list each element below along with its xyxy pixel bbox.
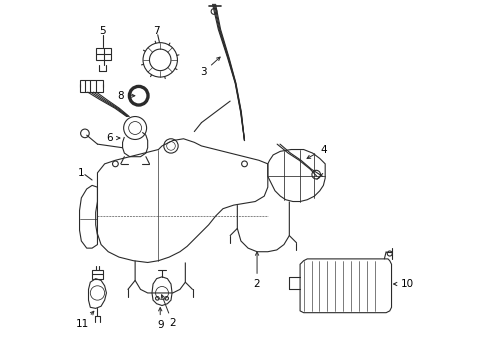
Text: 6: 6 (106, 133, 120, 143)
Text: 4: 4 (306, 144, 326, 158)
Text: 7: 7 (153, 26, 160, 36)
Text: 3: 3 (200, 57, 220, 77)
Text: 2: 2 (253, 252, 260, 289)
Text: 10: 10 (393, 279, 413, 289)
Text: 11: 11 (76, 311, 94, 329)
Text: 1: 1 (78, 168, 84, 178)
Text: 5: 5 (100, 26, 106, 36)
Text: 8: 8 (117, 91, 135, 101)
Text: 2: 2 (161, 295, 176, 328)
Text: 9: 9 (157, 307, 163, 330)
